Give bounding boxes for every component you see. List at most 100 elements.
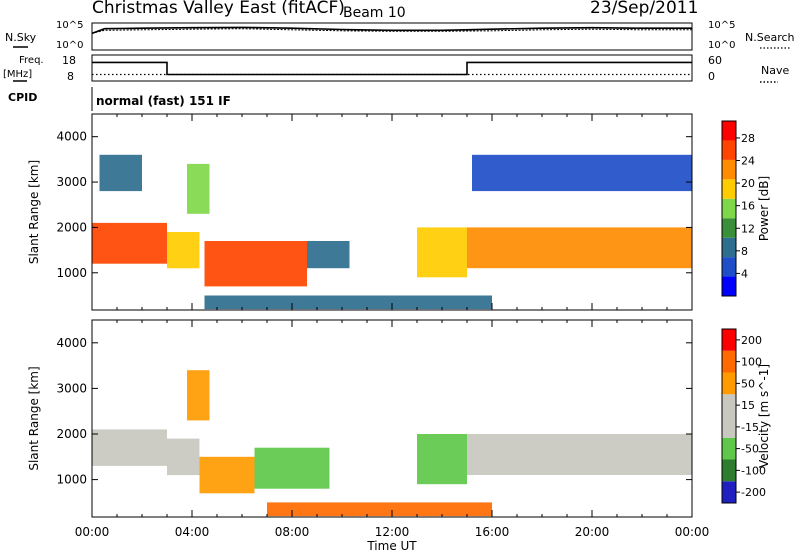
power-region-4 bbox=[417, 227, 467, 278]
x-tick-label-6: 00:00 bbox=[675, 525, 710, 539]
velocity-region-5 bbox=[467, 434, 692, 475]
nave-tick-top: 60 bbox=[708, 54, 722, 67]
power-cbar-label-3: 16 bbox=[741, 200, 755, 213]
x-tick-label-1: 04:00 bbox=[175, 525, 210, 539]
noise-panel-frame bbox=[91, 22, 693, 51]
x-tick-label-5: 20:00 bbox=[575, 525, 610, 539]
velocity-cbar-swatch-3 bbox=[722, 416, 736, 438]
nsky-label: N.Sky bbox=[5, 31, 37, 44]
power-region-6 bbox=[99, 154, 142, 192]
x-tick-label-3: 12:00 bbox=[375, 525, 410, 539]
nave-label: Nave bbox=[761, 64, 789, 77]
velocity-cbar-label-7: -200 bbox=[741, 486, 766, 499]
beam-label: Beam 10 bbox=[343, 5, 406, 21]
velocity-region-3 bbox=[254, 447, 330, 489]
power-ytick-label-2: 3000 bbox=[56, 175, 87, 189]
power-region-2 bbox=[204, 241, 307, 287]
velocity-region-4 bbox=[417, 434, 467, 485]
velocity-ytick-label-3: 4000 bbox=[56, 336, 87, 350]
power-region-5 bbox=[467, 227, 692, 269]
power-region-3 bbox=[307, 241, 350, 269]
power-cbar-swatch-3 bbox=[722, 218, 736, 238]
time-axis: 00:00 04:00 08:00 12:00 16:00 20:00 00:00 bbox=[75, 525, 710, 539]
power-cbar-label-1: 8 bbox=[741, 245, 748, 258]
power-frame bbox=[91, 113, 693, 311]
cpid-text: normal (fast) 151 IF bbox=[96, 94, 231, 108]
power-cbar-label-5: 24 bbox=[741, 155, 755, 168]
frequency-panel-frame bbox=[91, 54, 693, 82]
power-cbar-label-2: 12 bbox=[741, 222, 755, 235]
velocity-panel: 1000 2000 3000 4000 Slant Range [km] bbox=[27, 319, 693, 518]
power-panel: 1000 2000 3000 4000 Slant Range [km] bbox=[27, 113, 693, 311]
power-cbar-label-4: 20 bbox=[741, 177, 755, 190]
power-region-8 bbox=[472, 154, 692, 192]
power-region-1 bbox=[167, 232, 200, 269]
frequency-series-group bbox=[92, 61, 692, 76]
velocity-region-2 bbox=[199, 456, 255, 494]
date-label: 23/Sep/2011 bbox=[590, 0, 698, 18]
velocity-cbar-label-0: 200 bbox=[741, 334, 762, 347]
x-axis-label: Time UT bbox=[366, 539, 417, 553]
power-region-9 bbox=[204, 295, 492, 310]
power-cbar-swatch-2 bbox=[722, 237, 736, 258]
x-tick-label-4: 16:00 bbox=[475, 525, 510, 539]
power-cbar-swatch-8 bbox=[722, 121, 736, 141]
power-cbar-swatch-5 bbox=[722, 179, 736, 199]
velocity-cbar-swatch-2 bbox=[722, 437, 736, 460]
velocity-colorbar: 200 100 50 15 -15 -50 -100 -200 Velocity [m s^-1… bbox=[721, 328, 771, 504]
nave-tick-bottom: 0 bbox=[708, 70, 715, 83]
freq-tick-bottom: 8 bbox=[67, 70, 74, 83]
noise-line-nsky bbox=[91, 26, 692, 35]
cpid-label: CPID bbox=[8, 91, 37, 104]
power-cbar-swatch-6 bbox=[722, 159, 736, 180]
power-colorbar: 4 8 12 16 20 24 28 Power [dB] bbox=[721, 120, 771, 297]
x-tick-label-0: 00:00 bbox=[75, 525, 110, 539]
velocity-cbar-swatch-0 bbox=[722, 481, 736, 503]
freq-tick-top: 18 bbox=[62, 54, 76, 67]
x-tick-label-2: 08:00 bbox=[275, 525, 310, 539]
freq-label: Freq. bbox=[19, 55, 44, 66]
freq-line bbox=[92, 61, 692, 76]
velocity-cbar-swatch-1 bbox=[722, 459, 736, 482]
velocity-cbar-swatch-5 bbox=[722, 372, 736, 395]
power-cbar-swatch-0 bbox=[722, 276, 736, 296]
velocity-region-1 bbox=[167, 438, 200, 476]
power-ytick-label-1: 2000 bbox=[56, 220, 87, 234]
velocity-cbar-label-3: 15 bbox=[741, 399, 755, 412]
velocity-ytick-label-0: 1000 bbox=[56, 473, 87, 487]
velocity-cbar-label-5: -50 bbox=[741, 443, 759, 456]
power-cbar-swatch-1 bbox=[722, 257, 736, 277]
power-ytick-label-3: 4000 bbox=[56, 130, 87, 144]
station-title: Christmas Valley East (fitACF) bbox=[92, 0, 345, 18]
velocity-ytick-label-1: 2000 bbox=[56, 427, 87, 441]
noise-tick-right-bottom: 10^0 bbox=[708, 40, 735, 51]
power-cbar-swatch-7 bbox=[722, 140, 736, 160]
velocity-frame bbox=[91, 319, 693, 518]
noise-series-group bbox=[91, 26, 692, 35]
power-cbar-frame bbox=[721, 120, 737, 297]
power-ytick-label-0: 1000 bbox=[56, 266, 87, 280]
velocity-region-6 bbox=[187, 370, 210, 421]
velocity-cbar-label-2: 50 bbox=[741, 377, 755, 390]
velocity-cbar-swatch-4 bbox=[722, 394, 736, 416]
nsearch-label: N.Search bbox=[745, 31, 795, 44]
velocity-region-7 bbox=[267, 502, 492, 517]
power-cbar-label-0: 4 bbox=[741, 267, 748, 280]
velocity-cbar-swatch-7 bbox=[722, 329, 736, 351]
power-ylabel: Slant Range [km] bbox=[27, 160, 41, 264]
velocity-ytick-label-2: 3000 bbox=[56, 381, 87, 395]
power-cbar-label-6: 28 bbox=[741, 132, 755, 145]
velocity-ylabel: Slant Range [km] bbox=[27, 366, 41, 470]
velocity-cbar-label-6: -100 bbox=[741, 464, 766, 477]
noise-tick-left-bottom: 10^0 bbox=[56, 40, 83, 51]
freq-unit: [MHz] bbox=[3, 69, 32, 80]
noise-tick-left-top: 10^5 bbox=[56, 20, 83, 31]
velocity-cbar-frame bbox=[721, 328, 737, 504]
power-cbar-swatch-4 bbox=[722, 198, 736, 219]
velocity-cbar-label-4: -15 bbox=[741, 421, 759, 434]
velocity-cbar-title: Velocity [m s^-1] bbox=[757, 364, 771, 468]
noise-tick-right-top: 10^5 bbox=[708, 20, 735, 31]
power-region-0 bbox=[92, 222, 167, 264]
power-cbar-title: Power [dB] bbox=[757, 176, 771, 241]
